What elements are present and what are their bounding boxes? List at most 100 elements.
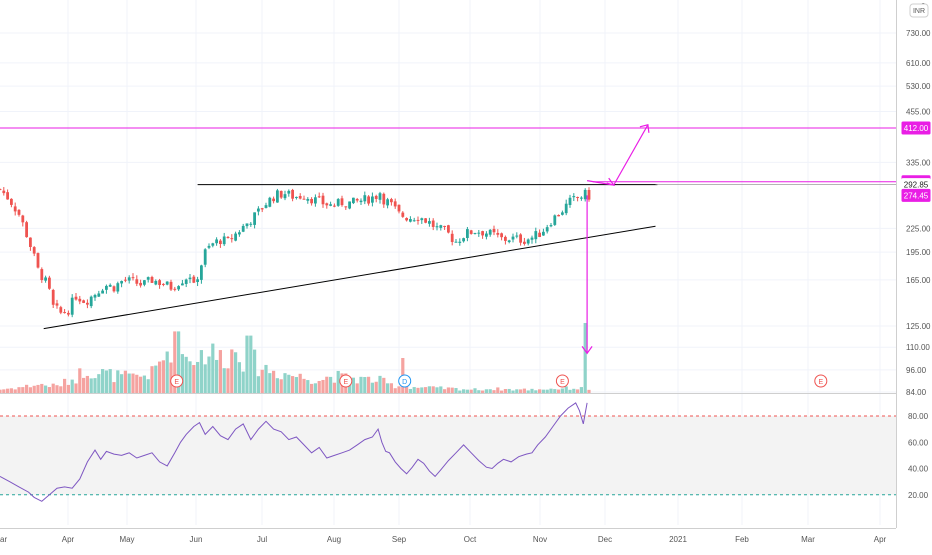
candle-body <box>462 238 465 242</box>
volume-bar <box>477 390 481 393</box>
volume-bar <box>97 374 101 393</box>
support-trendline[interactable] <box>43 225 656 330</box>
candle-body <box>382 193 386 205</box>
candle-body <box>260 208 264 210</box>
time-tick-label: Aug <box>327 535 341 544</box>
candle-body <box>150 277 154 283</box>
volume-bar <box>583 323 587 393</box>
volume-bar <box>359 376 363 393</box>
volume-bar <box>222 368 226 393</box>
candle-body <box>116 283 120 292</box>
candle-body <box>306 198 310 201</box>
candle-body <box>496 232 500 235</box>
volume-bar <box>355 383 359 393</box>
candle-body <box>336 199 340 206</box>
candle-body <box>234 233 237 241</box>
event-marker-e[interactable] <box>170 374 184 388</box>
candle-body <box>29 237 32 247</box>
candle-body <box>272 198 275 202</box>
price-tick-label: 195.00 <box>906 248 931 257</box>
volume-bar <box>473 388 477 393</box>
candle-body <box>295 196 298 198</box>
drawing-tools[interactable] <box>0 124 896 355</box>
candle-body <box>553 215 557 225</box>
time-tick-label: May <box>119 535 134 544</box>
price-tick-label: 96.00 <box>906 366 927 375</box>
candle-body <box>146 277 150 280</box>
time-tick-label: 2021 <box>669 535 687 544</box>
volume-bar <box>245 335 249 393</box>
event-marker-e[interactable] <box>339 374 353 388</box>
candle-body <box>279 190 283 198</box>
candle-body <box>188 277 192 280</box>
candle-body <box>530 237 534 240</box>
volume-bar <box>177 331 181 393</box>
event-marker-e[interactable] <box>555 374 569 388</box>
candle-body <box>363 195 367 202</box>
candle-body <box>443 225 446 227</box>
volume-bar <box>44 385 48 393</box>
volume-bar <box>78 368 82 393</box>
volume-bar <box>363 377 367 393</box>
candle-body <box>416 219 420 221</box>
arrow-head-down <box>581 346 593 355</box>
currency-badge-box[interactable] <box>909 3 929 18</box>
volume-bar <box>28 387 32 393</box>
volume-bar <box>264 364 268 393</box>
volume-bar <box>47 387 51 393</box>
price-tick-label: 165.00 <box>906 276 931 285</box>
candle-body <box>515 235 519 237</box>
candle-body <box>268 197 272 207</box>
volume-bar <box>279 379 283 393</box>
volume-bars <box>0 323 591 393</box>
price-tag-label: 274.45 <box>904 191 929 200</box>
rsi-tick-label: 40.00 <box>908 465 929 474</box>
volume-bar <box>199 350 203 393</box>
price-tick-label: 530.00 <box>906 82 931 91</box>
volume-bar <box>302 378 306 393</box>
candle-body <box>82 300 85 303</box>
volume-bar <box>484 389 488 393</box>
price-tick-label: 110.00 <box>906 343 930 352</box>
candle-body <box>534 231 538 240</box>
rsi-tick-label: 80.00 <box>908 412 929 421</box>
candle-body <box>507 240 511 243</box>
volume-bar <box>443 389 447 393</box>
candle-body <box>557 214 560 217</box>
volume-bar <box>500 390 504 393</box>
volume-bar <box>161 360 165 393</box>
volume-bar <box>188 361 192 393</box>
candle-body <box>450 233 454 242</box>
candle-body <box>131 277 135 279</box>
volume-bar <box>66 384 70 393</box>
candle-body <box>348 201 351 209</box>
volume-bar <box>116 370 120 393</box>
event-marker-e[interactable] <box>814 374 828 388</box>
candle-body <box>127 277 131 281</box>
volume-bar <box>101 369 105 393</box>
rsi-band <box>0 415 896 496</box>
candle-body <box>298 196 302 199</box>
candle-body <box>40 269 44 281</box>
volume-bar <box>150 366 154 393</box>
volume-bar <box>408 388 412 393</box>
volume-bar <box>439 386 443 393</box>
volume-bar <box>0 389 2 393</box>
candle-body <box>6 192 9 200</box>
candle-body <box>378 193 382 200</box>
volume-bar <box>386 383 390 393</box>
price-tick-label: 610.00 <box>906 59 931 68</box>
volume-bar <box>283 373 287 393</box>
candle-body <box>583 189 587 200</box>
candle-body <box>542 231 545 236</box>
event-marker-label: E <box>343 379 348 386</box>
candle-body <box>192 276 196 283</box>
candle-body <box>276 190 279 203</box>
event-marker-d[interactable] <box>398 374 412 388</box>
currency-badge[interactable]: INR <box>913 8 925 15</box>
candle-body <box>162 283 165 285</box>
volume-bar <box>332 382 336 393</box>
